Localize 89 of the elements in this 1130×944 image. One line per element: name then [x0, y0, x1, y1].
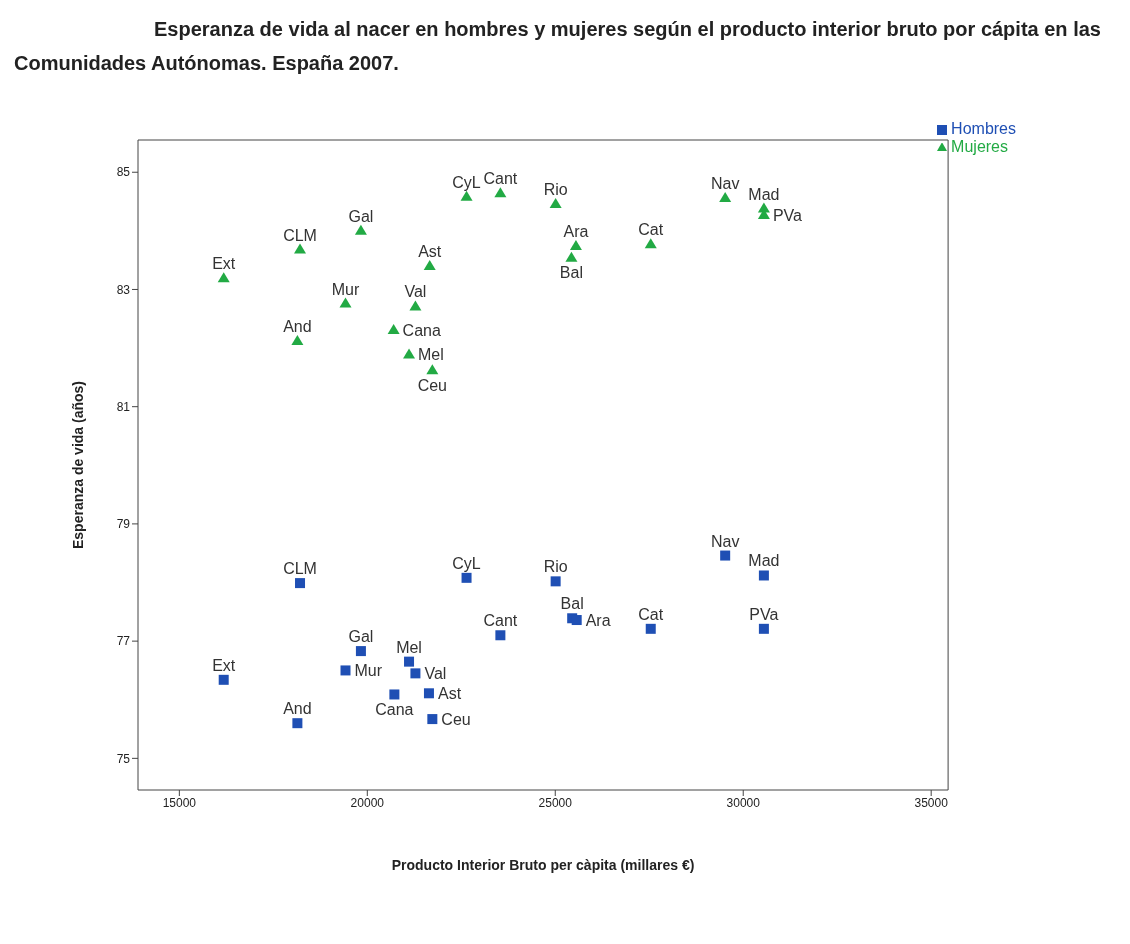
point — [409, 300, 422, 311]
annotation: Ext — [212, 255, 236, 273]
annotation: CLM — [283, 560, 317, 578]
annotation: Mel — [418, 346, 444, 364]
x-axis-title: Producto Interior Bruto per càpita (millares €) — [391, 857, 695, 873]
point — [569, 240, 582, 251]
annotation: Ceu — [417, 376, 448, 394]
annotation: Cana — [375, 700, 414, 718]
point — [426, 364, 439, 375]
legend-label: Mujeres — [951, 138, 1008, 155]
annotation: Cant — [483, 612, 518, 630]
point — [291, 335, 304, 346]
annotation: Mel — [396, 638, 422, 656]
point — [427, 714, 438, 725]
point — [549, 197, 562, 208]
annotation: Bal — [560, 595, 584, 613]
point — [494, 187, 507, 198]
point — [410, 668, 421, 679]
annotation: CyL — [452, 173, 481, 191]
annotation: Mad — [748, 552, 780, 570]
annotation: Mur — [354, 662, 383, 680]
annotation: PVa — [749, 605, 779, 623]
annotation: Nav — [710, 175, 740, 193]
annotation: Ext — [212, 656, 236, 674]
point — [571, 615, 582, 626]
point — [550, 576, 561, 587]
annotation: Ast — [418, 243, 442, 261]
point — [389, 689, 400, 700]
annotation: Cant — [483, 170, 518, 188]
annotation: Ceu — [441, 710, 471, 728]
y-tick-label: 75 — [116, 751, 131, 766]
annotation: And — [283, 700, 312, 718]
y-axis-title: Esperanza de vida (años) — [69, 380, 86, 550]
annotation: Ast — [437, 684, 462, 702]
point — [758, 570, 769, 581]
annotation: Mur — [331, 280, 360, 298]
point — [217, 272, 230, 283]
y-tick-label: 81 — [116, 399, 131, 414]
point — [460, 190, 473, 201]
x-tick-label: 30000 — [726, 795, 761, 810]
y-tick-label: 83 — [116, 282, 131, 297]
x-tick-label: 25000 — [538, 795, 573, 810]
point — [719, 192, 732, 203]
x-tick-label: 20000 — [350, 795, 385, 810]
annotation: Cat — [638, 605, 664, 623]
point — [495, 630, 506, 641]
x-tick-label: 15000 — [162, 795, 197, 810]
chart-title: Esperanza de vida al nacer en hombres y mujeres según el producto interior bruto por cápita en las Comunidades Autónomas. España 2007. — [13, 17, 1102, 76]
point — [403, 348, 416, 359]
annotation: Rio — [543, 558, 568, 576]
point — [387, 323, 400, 334]
annotation: Val — [404, 283, 427, 301]
y-tick-label: 79 — [116, 517, 131, 532]
annotation: CLM — [283, 226, 317, 244]
annotation: Gal — [348, 207, 374, 225]
point — [355, 646, 366, 657]
annotation: Bal — [559, 264, 583, 282]
point — [461, 572, 472, 583]
annotation: Cana — [402, 321, 441, 339]
annotation: Nav — [710, 532, 740, 550]
point — [645, 623, 656, 634]
y-tick-label: 77 — [116, 634, 131, 649]
annotation: Rio — [543, 180, 568, 198]
annotation: CyL — [452, 554, 481, 572]
point — [340, 665, 351, 676]
annotation: Gal — [348, 628, 374, 646]
point — [295, 578, 306, 589]
annotation: Ara — [585, 611, 611, 629]
point — [218, 674, 229, 685]
annotation: PVa — [772, 206, 803, 224]
y-tick-label: 85 — [116, 165, 131, 180]
legend-label: Hombres — [951, 120, 1016, 137]
annotation: Cat — [638, 221, 664, 239]
point — [644, 238, 657, 249]
annotation: Mad — [748, 185, 780, 203]
annotation: Ara — [563, 223, 589, 241]
x-tick-label: 35000 — [914, 795, 949, 810]
annotation: Val — [424, 665, 447, 683]
point — [565, 251, 578, 262]
point — [423, 688, 434, 699]
point — [720, 550, 731, 561]
point — [404, 656, 415, 667]
annotation: And — [283, 318, 312, 336]
point — [294, 243, 307, 254]
point — [292, 718, 303, 729]
point — [339, 297, 352, 308]
point — [423, 260, 436, 271]
point — [758, 623, 769, 634]
point — [354, 224, 367, 235]
